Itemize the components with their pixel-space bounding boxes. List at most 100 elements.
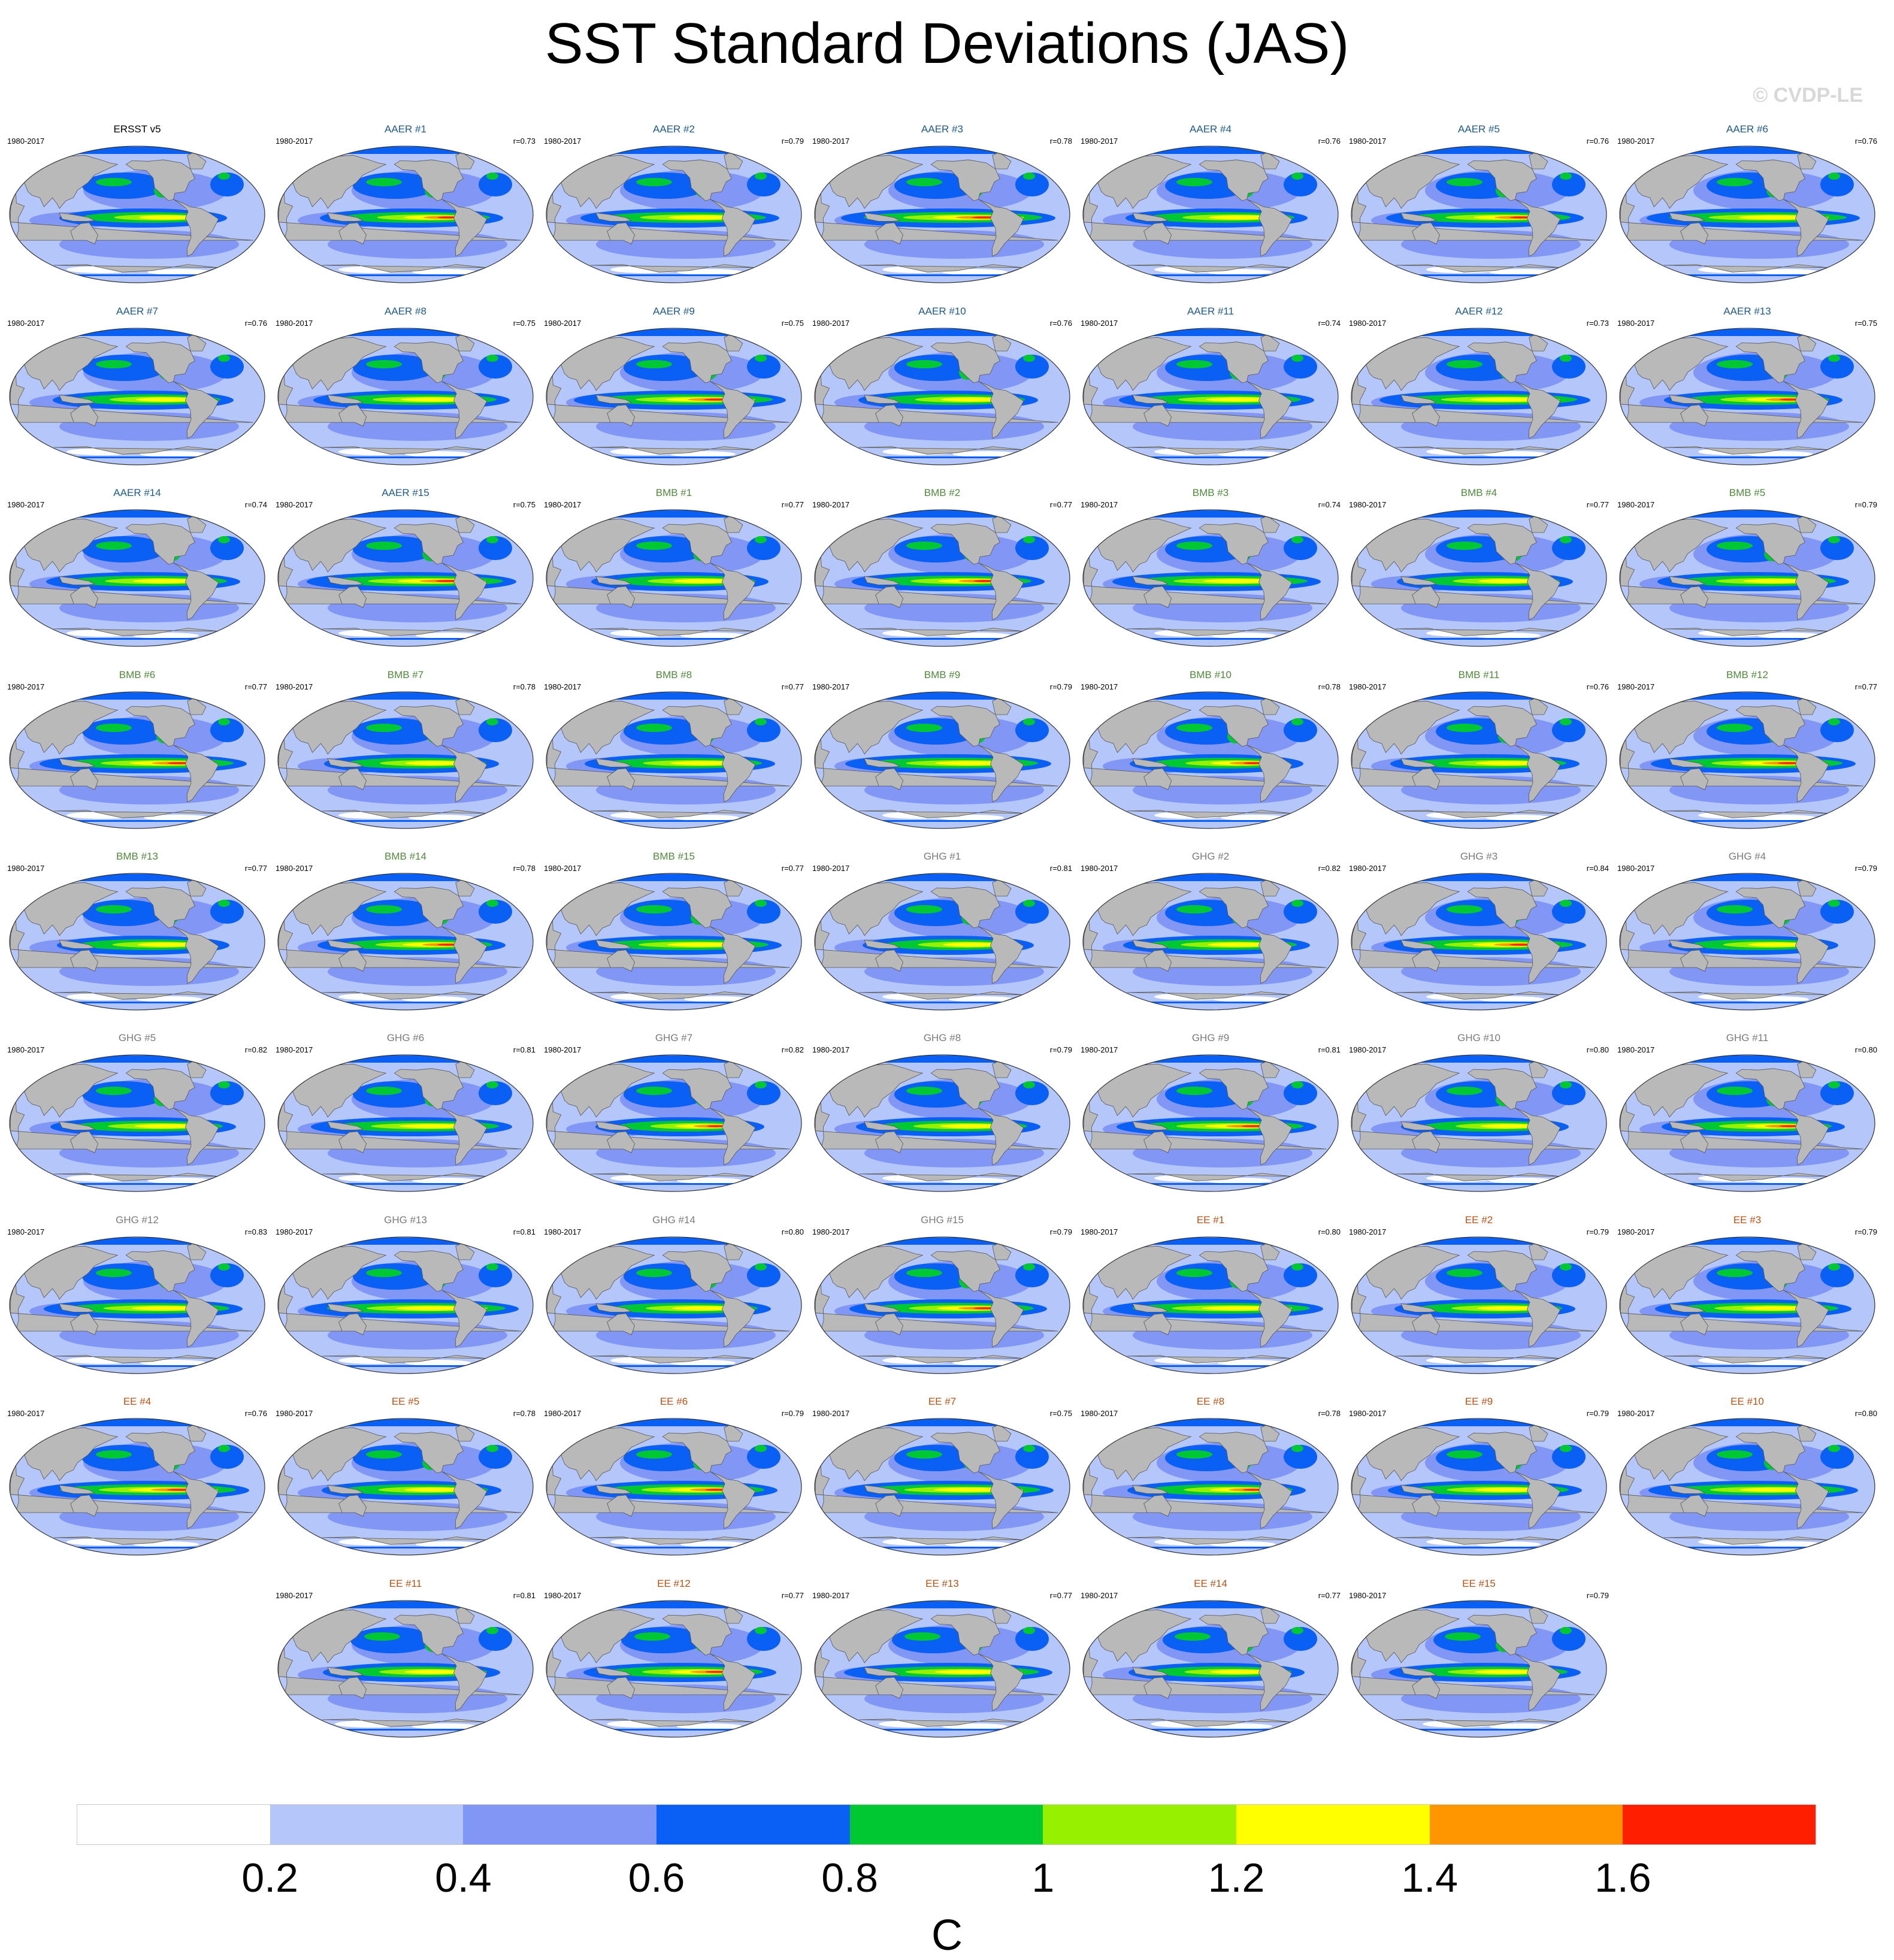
sst-field <box>546 1418 801 1555</box>
panel-pattern-correlation: r=0.78 <box>1318 682 1341 691</box>
band-0.6 <box>1413 329 1545 336</box>
map-panel: GHG #3 1980-2017 r=0.84 <box>1347 851 1611 1028</box>
world-map <box>277 1054 534 1192</box>
world-map <box>814 1600 1070 1738</box>
land-mask <box>53 810 218 828</box>
land-mask <box>1199 341 1269 383</box>
land-mask <box>1663 628 1828 646</box>
world-map <box>1619 328 1875 465</box>
sst-field <box>1083 1055 1338 1191</box>
panel-pattern-correlation: r=0.78 <box>513 1409 535 1418</box>
land-mask <box>1127 991 1291 1010</box>
map-border <box>1082 873 1339 1011</box>
map-panel: GHG #12 1980-2017 r=0.83 <box>5 1214 270 1392</box>
band-1.2 <box>1209 215 1275 220</box>
land-mask <box>1669 758 1706 767</box>
band-0.8 <box>1828 355 1840 362</box>
chart-title: SST Standard Deviations (JAS) <box>544 11 1350 75</box>
map-border <box>546 1418 802 1556</box>
land-mask <box>710 926 756 984</box>
land-mask <box>322 264 486 283</box>
colorbar-segment <box>1043 1804 1237 1845</box>
band-1.0 <box>1270 513 1294 519</box>
land-mask <box>1395 264 1560 283</box>
land-mask <box>815 190 1058 241</box>
band-1.0 <box>734 1604 758 1610</box>
land-mask <box>53 1536 218 1555</box>
land-mask <box>560 155 655 209</box>
land-mask <box>1260 697 1280 715</box>
sst-field <box>1083 1418 1338 1555</box>
map-border <box>1351 1418 1607 1556</box>
band-0.6 <box>479 718 512 742</box>
land-mask <box>595 1485 633 1494</box>
panel-pattern-correlation: r=0.73 <box>1586 319 1609 328</box>
band-0.6 <box>1015 536 1049 560</box>
land-mask <box>1735 887 1805 928</box>
map-panel: GHG #13 1980-2017 r=0.81 <box>273 1214 538 1392</box>
land-mask <box>1515 745 1561 803</box>
land-mask <box>292 155 387 209</box>
land-mask <box>1365 1245 1460 1300</box>
land-mask <box>1143 1495 1172 1517</box>
land-mask <box>70 404 99 427</box>
land-mask <box>710 562 756 621</box>
map-border <box>1082 1236 1339 1374</box>
colorbar-tick-label: 1.6 <box>1595 1855 1651 1901</box>
panel-pattern-correlation: r=0.79 <box>1854 500 1877 509</box>
band-0.6 <box>1675 274 1819 276</box>
band-0.0 <box>1489 269 1555 275</box>
land-mask <box>930 1250 1000 1292</box>
band-1.0 <box>1002 149 1026 155</box>
band-0.0 <box>952 451 1018 457</box>
world-map <box>1619 146 1875 283</box>
band-0.6 <box>210 718 244 742</box>
land-mask <box>1246 1290 1293 1348</box>
land-mask <box>607 1677 636 1699</box>
band-0.8 <box>755 718 767 725</box>
sst-field <box>10 692 265 828</box>
land-mask <box>662 523 732 565</box>
band-0.8 <box>636 1450 672 1459</box>
land-mask <box>1467 341 1537 383</box>
land-mask <box>930 1614 1000 1656</box>
land-mask <box>828 1245 924 1300</box>
land-mask <box>70 1131 99 1153</box>
land-mask <box>125 887 195 928</box>
map-panel: BMB #11 1980-2017 r=0.76 <box>1347 669 1611 846</box>
band-0.6 <box>1407 1365 1551 1367</box>
band-1.0 <box>1539 1604 1563 1610</box>
map-panel: AAER #12 1980-2017 r=0.73 <box>1347 306 1611 483</box>
band-0.0 <box>412 1723 478 1729</box>
land-mask <box>1199 705 1269 747</box>
land-mask <box>815 917 1058 968</box>
band-0.8 <box>1291 1445 1303 1452</box>
land-mask <box>1199 1068 1269 1110</box>
land-mask <box>292 882 387 936</box>
land-mask <box>1467 1068 1537 1110</box>
land-mask <box>1097 155 1192 209</box>
band-0.8 <box>1176 360 1212 368</box>
land-mask <box>607 586 636 608</box>
land-mask <box>1620 553 1863 604</box>
panel-title: GHG #7 <box>655 1032 693 1043</box>
land-mask <box>53 446 218 465</box>
band-0.6 <box>1675 1002 1819 1003</box>
band-0.0 <box>1754 269 1820 275</box>
map-border <box>1619 509 1875 647</box>
band-0.6 <box>747 1081 780 1105</box>
land-mask <box>59 213 96 222</box>
panel-title: AAER #13 <box>1723 306 1771 317</box>
land-mask <box>590 810 755 828</box>
band-0.6 <box>334 1547 477 1548</box>
band-0.6 <box>1681 874 1813 881</box>
map-panel: GHG #15 1980-2017 r=0.79 <box>810 1214 1075 1392</box>
land-mask <box>1797 334 1817 352</box>
land-mask <box>1260 1424 1280 1442</box>
panel-period: 1980-2017 <box>1081 682 1118 691</box>
band-0.0 <box>680 1541 746 1547</box>
band-0.6 <box>340 1238 471 1245</box>
panel-period: 1980-2017 <box>812 1227 850 1236</box>
land-mask <box>292 1063 387 1118</box>
land-mask <box>1400 1121 1438 1130</box>
